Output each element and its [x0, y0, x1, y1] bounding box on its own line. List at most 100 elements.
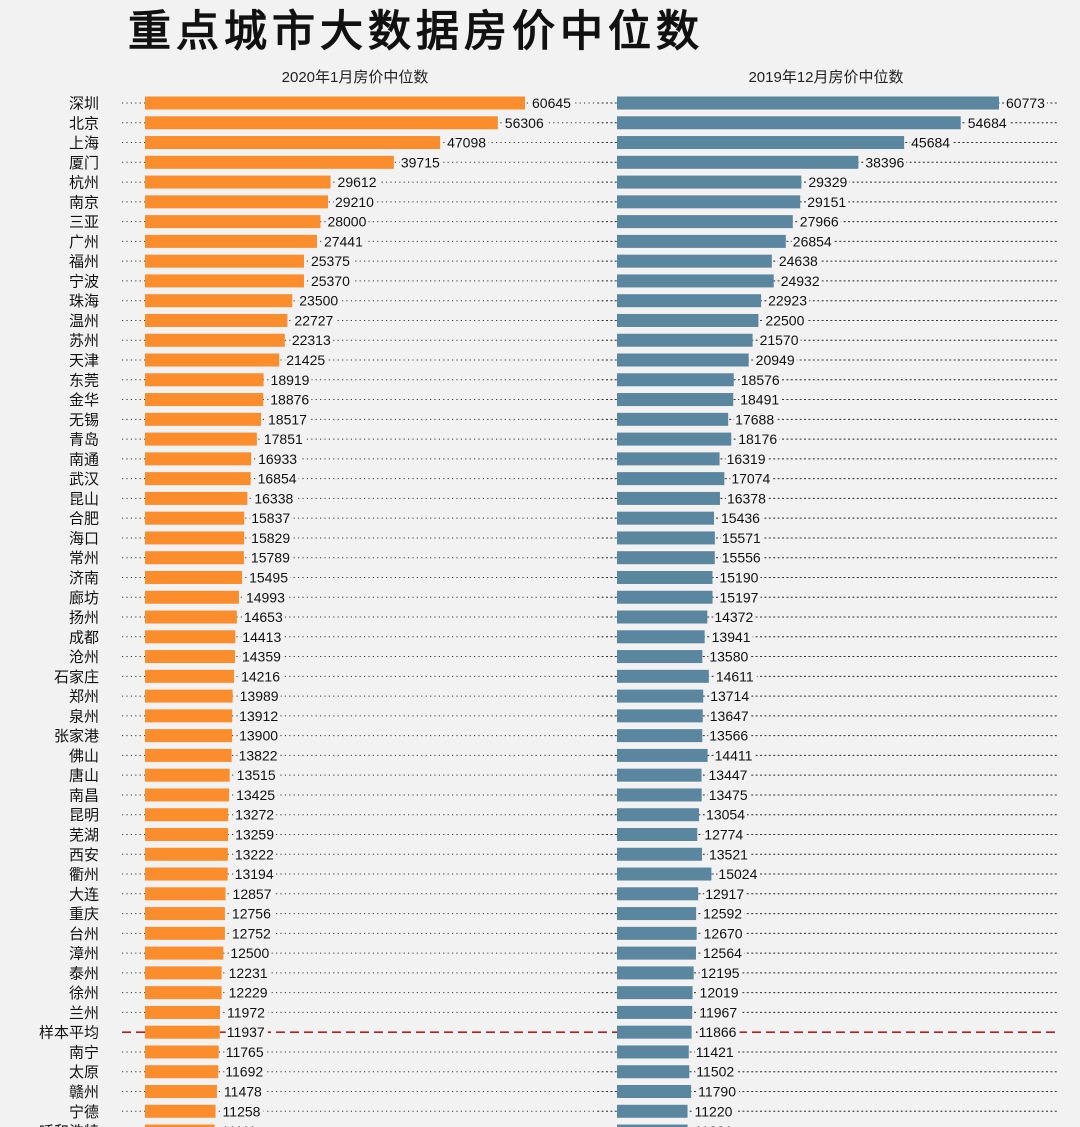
- category-label: 苏州: [69, 332, 99, 350]
- bar: [145, 907, 225, 921]
- value-label-bg: [233, 847, 276, 862]
- bar: [145, 729, 233, 743]
- value-label: 11972: [227, 1004, 265, 1020]
- value-label-bg: [269, 372, 312, 387]
- bar: [145, 274, 304, 288]
- bar: [145, 1085, 217, 1098]
- bar: [617, 472, 725, 486]
- value-label: 60645: [532, 95, 571, 111]
- value-label: 14216: [241, 668, 280, 684]
- bar: [145, 254, 304, 268]
- value-label-bg: [779, 273, 822, 288]
- value-label-bg: [446, 135, 489, 150]
- value-label-bg: [336, 175, 379, 190]
- value-label: 18876: [270, 392, 309, 408]
- value-label-bg: [693, 1124, 736, 1127]
- category-label: 无锡: [69, 411, 99, 429]
- bar: [145, 788, 230, 802]
- value-label-bg: [229, 946, 272, 961]
- value-label-bg: [739, 372, 782, 387]
- category-label: 大连: [69, 885, 99, 903]
- value-label: 12670: [704, 925, 743, 941]
- category-label: 金华: [69, 391, 99, 409]
- value-label-bg: [267, 412, 310, 427]
- value-label-bg: [767, 293, 810, 308]
- value-label-bg: [257, 451, 300, 466]
- value-label-bg: [269, 392, 312, 407]
- value-label: 13515: [237, 767, 276, 783]
- bar: [617, 1104, 688, 1118]
- category-label: 漳州: [69, 945, 99, 963]
- value-label: 11478: [224, 1084, 262, 1100]
- value-label-bg: [758, 333, 801, 348]
- category-label: 郑州: [69, 688, 99, 706]
- bar: [145, 215, 321, 229]
- value-label: 16854: [258, 471, 297, 487]
- value-label-bg: [764, 313, 807, 328]
- value-label: 24932: [781, 273, 820, 289]
- bar: [145, 570, 243, 584]
- bar: [145, 373, 264, 387]
- category-label: 济南: [69, 569, 99, 587]
- value-label: 18576: [741, 372, 780, 388]
- value-label-bg: [710, 629, 753, 644]
- bar: [145, 847, 228, 861]
- bar: [145, 472, 251, 486]
- value-label-bg: [693, 1104, 736, 1119]
- value-label: 21570: [760, 332, 799, 348]
- bar: [617, 926, 697, 940]
- value-label-bg: [230, 906, 273, 921]
- category-label: 福州: [69, 253, 99, 271]
- bar: [617, 393, 734, 407]
- bar: [145, 827, 229, 841]
- value-label: 11967: [699, 1004, 737, 1020]
- value-label: 15495: [249, 569, 288, 585]
- value-label-bg: [309, 273, 352, 288]
- value-label-bg: [234, 807, 277, 822]
- value-label-bg: [910, 135, 953, 150]
- category-label: 珠海: [69, 292, 99, 310]
- value-label-bg: [399, 155, 442, 170]
- category-label: 三亚: [69, 213, 99, 231]
- category-label: 南宁: [69, 1043, 99, 1061]
- value-label-bg: [713, 748, 756, 763]
- value-label: 60773: [1006, 95, 1045, 111]
- value-label-bg: [709, 689, 752, 704]
- value-label-bg: [725, 491, 768, 506]
- category-label: 深圳: [69, 95, 99, 113]
- bar: [617, 570, 713, 584]
- value-label-bg: [237, 748, 280, 763]
- category-label: 昆明: [69, 806, 99, 824]
- bar: [145, 689, 233, 703]
- value-label: 11790: [698, 1084, 736, 1100]
- value-label-bg: [699, 965, 742, 980]
- value-label: 11220: [695, 1103, 733, 1119]
- value-label-bg: [241, 629, 284, 644]
- bar: [145, 986, 222, 1000]
- bar: [617, 511, 715, 525]
- value-label-bg: [718, 590, 761, 605]
- value-label: 12592: [703, 906, 742, 922]
- value-label: 17851: [264, 431, 303, 447]
- category-label: 常州: [69, 549, 99, 567]
- category-label: 太原: [69, 1063, 99, 1081]
- value-label: 39715: [401, 154, 440, 170]
- value-label: 13475: [709, 787, 748, 803]
- value-label-bg: [227, 965, 270, 980]
- bar: [617, 452, 720, 466]
- value-label-bg: [725, 451, 768, 466]
- bar: [617, 353, 749, 367]
- value-label-bg: [807, 175, 850, 190]
- value-label-bg: [720, 511, 763, 526]
- category-label: 沧州: [69, 648, 99, 666]
- value-label-bg: [240, 649, 283, 664]
- bar: [145, 946, 224, 960]
- bar: [145, 808, 229, 822]
- bar: [145, 1124, 215, 1127]
- bar: [145, 294, 293, 308]
- bar: [145, 96, 525, 110]
- value-label: 13272: [235, 807, 274, 823]
- category-label: 佛山: [69, 747, 99, 765]
- value-label-bg: [777, 254, 820, 269]
- value-label-bg: [227, 985, 270, 1000]
